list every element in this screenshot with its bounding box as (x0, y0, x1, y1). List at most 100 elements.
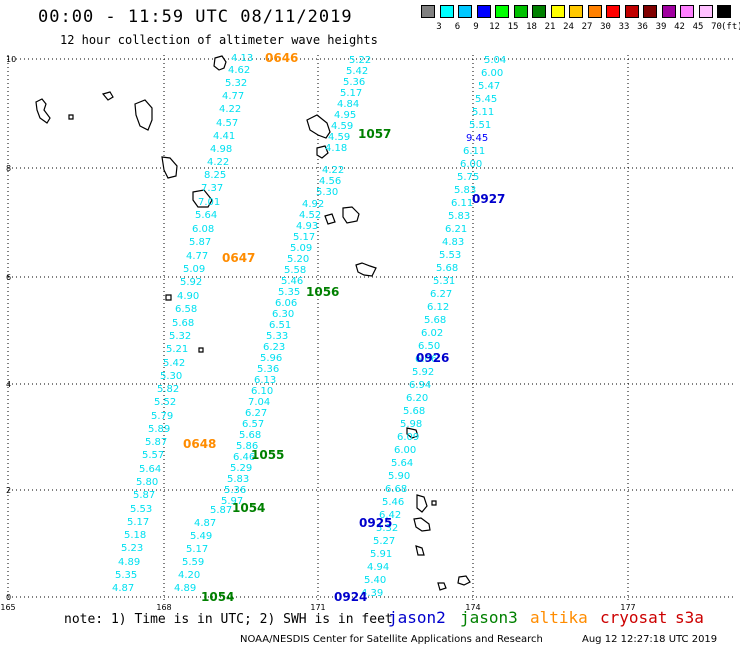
scale-swatch (532, 5, 546, 18)
pass-time-label: 1054 (232, 501, 265, 515)
wave-height-label: 5.04 (484, 55, 506, 66)
y-tick-label: 8 (6, 164, 11, 173)
wave-height-label: 5.87 (133, 490, 155, 501)
sat-s3a: s3a (675, 608, 704, 627)
wave-height-label: 6.00 (460, 159, 482, 170)
wave-height-label: 5.68 (403, 406, 425, 417)
wave-height-label: 4.20 (178, 570, 200, 581)
wave-height-label: 5.68 (436, 263, 458, 274)
sat-jason2: jason2 (388, 608, 446, 627)
wave-height-label: 4.41 (213, 131, 235, 142)
wave-height-label: 6.42 (379, 510, 401, 521)
wave-height-label: 5.83 (227, 474, 249, 485)
island (192, 189, 213, 208)
scale-label: 30 (600, 22, 611, 32)
wave-height-label: 5.31 (433, 276, 455, 287)
wave-height-label: 5.53 (439, 250, 461, 261)
wave-height-label: 5.23 (121, 543, 143, 554)
islands (35, 55, 471, 591)
wave-height-label: 5.68 (172, 318, 194, 329)
wave-height-label: 5.92 (412, 367, 434, 378)
wave-height-label: 6.30 (272, 309, 294, 320)
wave-height-label: 6.12 (427, 302, 449, 313)
x-tick-label: 165 (0, 603, 15, 612)
wave-height-label: 5.98 (400, 419, 422, 430)
y-tick-label: 4 (6, 380, 11, 389)
wave-height-tracks: 4.134.62 5.32 4.77 4.22 4.57 4.41 4.98 4.22 8.25… (112, 53, 506, 599)
wave-height-label: 5.42 (346, 66, 368, 77)
wave-height-label: 8.25 (204, 170, 226, 181)
wave-height-label: 5.87 (145, 437, 167, 448)
scale-swatch (550, 5, 565, 18)
scale-swatch (458, 5, 472, 18)
map-title: 00:00 - 11:59 UTC 08/11/2019 (38, 7, 353, 27)
scale-label: 12 (489, 22, 500, 32)
pass-time-label: 1056 (306, 285, 339, 299)
scale-label: 39 (655, 22, 667, 32)
wave-height-label: 5.46 (382, 497, 404, 508)
wave-height-label: 5.79 (151, 411, 173, 422)
y-tick-label: 0 (6, 593, 11, 602)
wave-height-label: 6.10 (251, 386, 273, 397)
wave-height-label: 4.13 (231, 53, 253, 64)
pass-time-label: 1057 (358, 127, 391, 141)
wave-height-label: 5.33 (266, 331, 288, 342)
wave-height-label: 5.11 (472, 107, 494, 118)
wave-height-label: 6.68 (385, 484, 407, 495)
wave-height-label: 4.77 (186, 251, 208, 262)
wave-height-label: 4.84 (337, 99, 359, 110)
wave-height-label: 4.98 (210, 144, 232, 155)
wave-height-label: 4.62 (228, 65, 250, 76)
island (437, 582, 447, 591)
wave-height-label: 5.36 (224, 485, 246, 496)
wave-height-label: 4.77 (222, 91, 244, 102)
credit-line: NOAA/NESDIS Center for Satellite Applica… (240, 634, 543, 645)
scale-label: 27 (581, 22, 593, 32)
scale-swatch (643, 5, 657, 18)
wave-height-label: 6.11 (463, 146, 485, 157)
wave-height-label: 6.50 (418, 341, 440, 352)
scale-swatch (513, 5, 528, 18)
wave-height-label: 6.27 (245, 408, 267, 419)
wave-height-label: 5.49 (190, 531, 212, 542)
scale-swatch (439, 5, 454, 18)
scale-swatch (698, 5, 713, 18)
island (431, 500, 437, 506)
scale-label: 24 (563, 22, 574, 32)
wave-height-label: 5.42 (163, 358, 185, 369)
wave-height-label: 5.68 (239, 430, 261, 441)
wave-height-label: 6.08 (192, 224, 214, 235)
pass-time-label: 1054 (201, 590, 234, 604)
pass-time-label: 0924 (334, 590, 367, 604)
wave-height-label: 4.39 (361, 588, 383, 599)
pass-time-label: 0647 (222, 251, 255, 265)
island (68, 114, 74, 120)
wave-height-label: 5.90 (388, 471, 410, 482)
wave-height-label: 7.01 (198, 197, 220, 208)
wave-height-label: 6.09 (397, 432, 419, 443)
generation-timestamp: Aug 12 12:27:18 UTC 2019 (582, 634, 718, 645)
wave-height-label: 4.90 (177, 291, 199, 302)
wave-height-label: 4.59 (328, 132, 350, 143)
scale-swatch (587, 5, 602, 18)
wave-height-label: 6.58 (175, 304, 197, 315)
island (165, 294, 172, 301)
wave-height-label: 5.30 (316, 187, 338, 198)
scale-label: 18 (526, 22, 537, 32)
wave-height-label: 6.21 (445, 224, 467, 235)
wave-height-label: 4.59 (331, 121, 353, 132)
wave-height-label: 5.32 (169, 331, 191, 342)
wave-height-label: 6.94 (409, 380, 431, 391)
wave-height-label: 5.17 (186, 544, 208, 555)
pass-time-label: 0927 (472, 192, 505, 206)
island (457, 575, 471, 586)
wave-height-label: 4.57 (216, 118, 238, 129)
sat-altika: altika (530, 608, 588, 627)
wave-height-label: 5.32 (376, 523, 398, 534)
scale-swatch (476, 5, 491, 18)
wave-height-label: 5.17 (293, 232, 315, 243)
wave-height-label: 5.59 (182, 557, 204, 568)
wave-height-label: 5.83 (454, 185, 476, 196)
x-tick-label: 174 (465, 603, 480, 612)
scale-label: 3 (436, 22, 442, 32)
